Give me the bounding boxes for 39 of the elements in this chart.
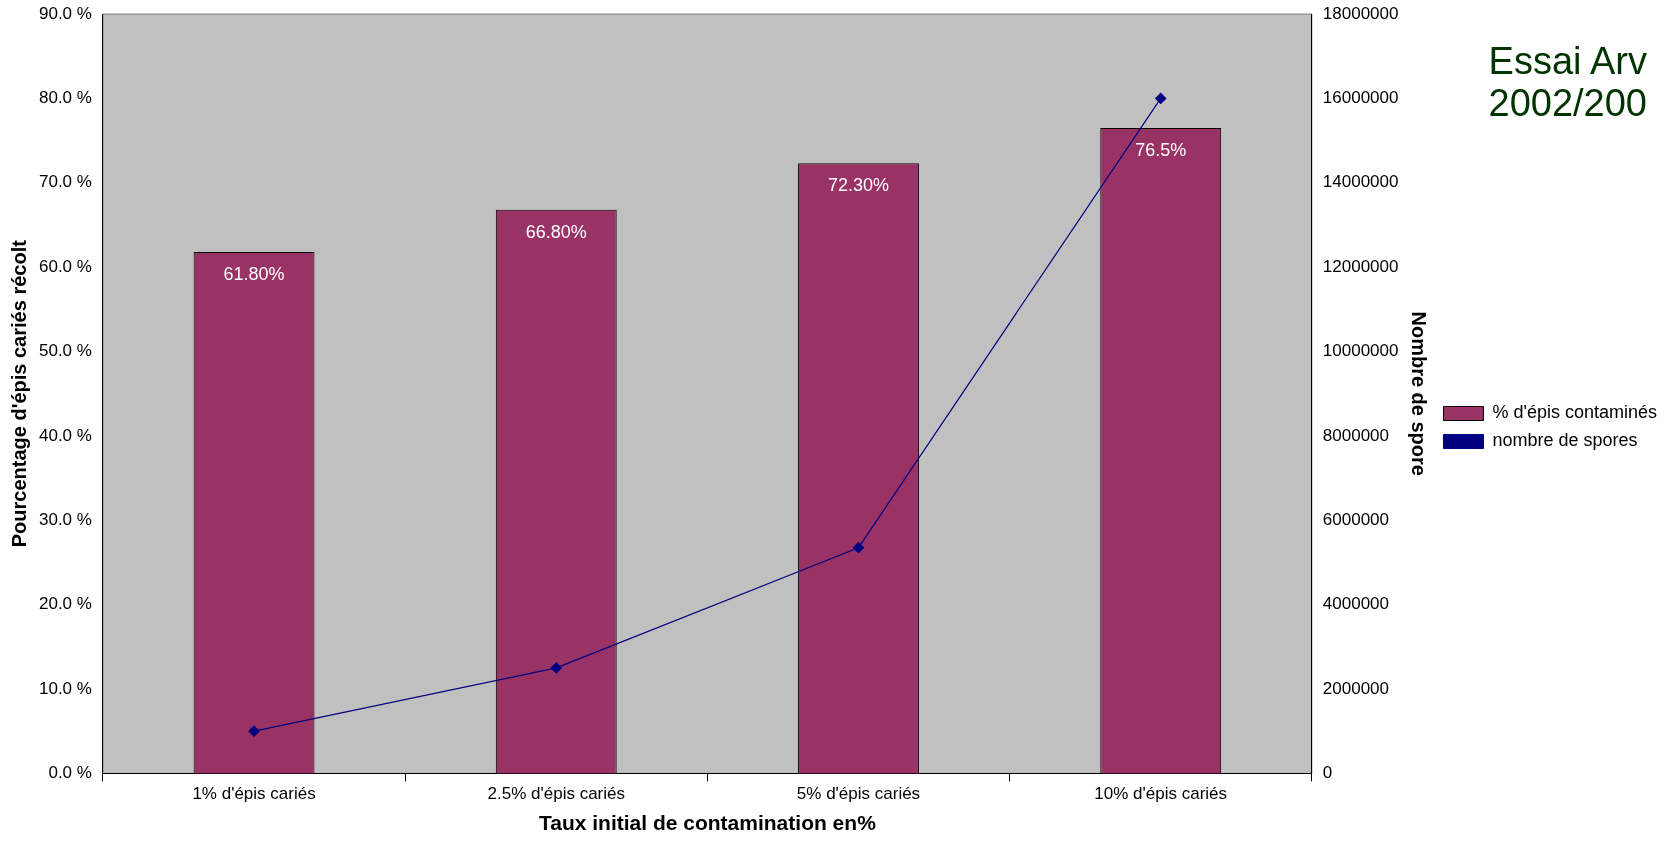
y2-tick-label: 16000000 [1322,88,1399,108]
data-label: 66.80% [525,221,587,242]
data-label: 76.5% [1135,139,1187,160]
y-tick-label: 40.0 % [38,425,92,445]
y-tick-label: 80.0 % [38,88,92,108]
y2-tick-label: 14000000 [1322,172,1399,192]
text: 2002/200 [1488,82,1647,124]
y-tick-label: 30.0 % [38,509,92,529]
x-tick-label: 10% d'épis cariés [1094,784,1228,804]
y-tick-label: 20.0 % [38,594,92,614]
y-tick-label: 50.0 % [38,341,92,361]
y2-tick-label: 2000000 [1322,678,1390,698]
point [248,725,260,737]
x-tick-label: 5% d'épis cariés [796,784,921,804]
data-label: 72.30% [827,175,890,196]
y2-tick-label: 8000000 [1322,425,1390,445]
y-tick-label: 90.0 % [38,3,92,23]
y-tick-label: 70.0 % [38,172,92,192]
y2-tick-label: 4000000 [1322,594,1390,614]
y2-tick-label: 10000000 [1322,341,1399,361]
text: Essai Arv [1488,40,1647,82]
data-label: 61.80% [223,263,285,284]
x-tick-label: 2.5% d'épis cariés [487,784,625,804]
y2-axis-title: Nombre de spore [1407,311,1430,476]
y-tick-label: 60.0 % [38,256,92,276]
legend-label: nombre de spores [1492,430,1638,451]
y2-tick-label: 6000000 [1322,509,1390,529]
y-tick-label: 0.0 % [48,763,92,783]
point [1155,92,1167,104]
point [550,662,562,674]
x-axis-title: Taux initial de contamination en% [538,811,877,835]
y2-tick-label: 12000000 [1322,256,1399,276]
y2-tick-label: 0 [1322,763,1333,783]
y-axis-title: Pourcentage d'épis cariés récolt [7,239,30,548]
x-tick-label: 1% d'épis cariés [192,784,316,804]
point [852,542,865,554]
legend-label: % d'épis contaminés [1492,402,1658,423]
y-tick-label: 10.0 % [38,678,92,698]
y2-tick-label: 18000000 [1322,3,1399,23]
